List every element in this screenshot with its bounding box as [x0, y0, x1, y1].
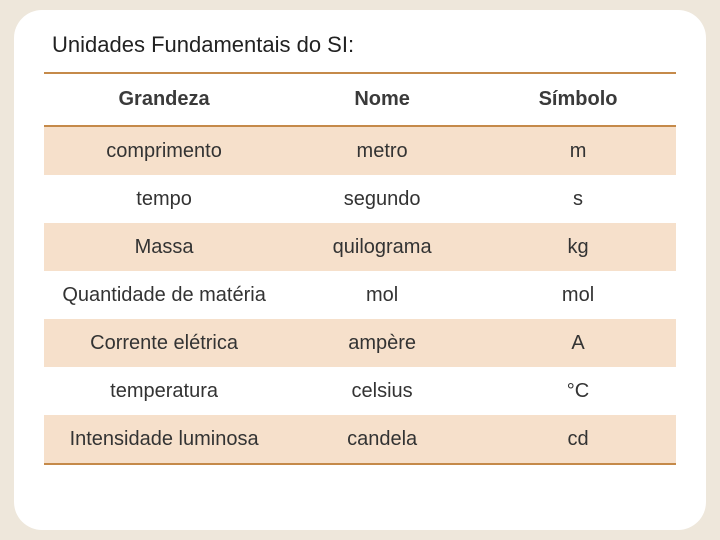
table-cell: comprimento — [44, 126, 284, 175]
table-cell: A — [480, 319, 676, 367]
table-cell: tempo — [44, 175, 284, 223]
table-cell: metro — [284, 126, 480, 175]
si-units-table: Grandeza Nome Símbolo comprimentometromt… — [44, 72, 676, 465]
table-cell: Intensidade luminosa — [44, 415, 284, 464]
table-cell: ampère — [284, 319, 480, 367]
table-cell: cd — [480, 415, 676, 464]
table-row: Massaquilogramakg — [44, 223, 676, 271]
table-row: Quantidade de matériamolmol — [44, 271, 676, 319]
table-row: comprimentometrom — [44, 126, 676, 175]
col-header-nome: Nome — [284, 73, 480, 126]
table-cell: candela — [284, 415, 480, 464]
table-cell: Massa — [44, 223, 284, 271]
page-title: Unidades Fundamentais do SI: — [52, 32, 676, 58]
table-cell: temperatura — [44, 367, 284, 415]
table-cell: Quantidade de matéria — [44, 271, 284, 319]
col-header-simbolo: Símbolo — [480, 73, 676, 126]
table-cell: m — [480, 126, 676, 175]
table-row: temperaturacelsius°C — [44, 367, 676, 415]
table-cell: kg — [480, 223, 676, 271]
table-cell: mol — [284, 271, 480, 319]
table-row: Corrente elétricaampèreA — [44, 319, 676, 367]
table-cell: mol — [480, 271, 676, 319]
table-cell: celsius — [284, 367, 480, 415]
table-row: temposegundos — [44, 175, 676, 223]
table-cell: quilograma — [284, 223, 480, 271]
table-header-row: Grandeza Nome Símbolo — [44, 73, 676, 126]
col-header-grandeza: Grandeza — [44, 73, 284, 126]
table-cell: s — [480, 175, 676, 223]
table-row: Intensidade luminosacandelacd — [44, 415, 676, 464]
table-cell: segundo — [284, 175, 480, 223]
table-cell: Corrente elétrica — [44, 319, 284, 367]
slide-card: Unidades Fundamentais do SI: Grandeza No… — [14, 10, 706, 530]
table-cell: °C — [480, 367, 676, 415]
